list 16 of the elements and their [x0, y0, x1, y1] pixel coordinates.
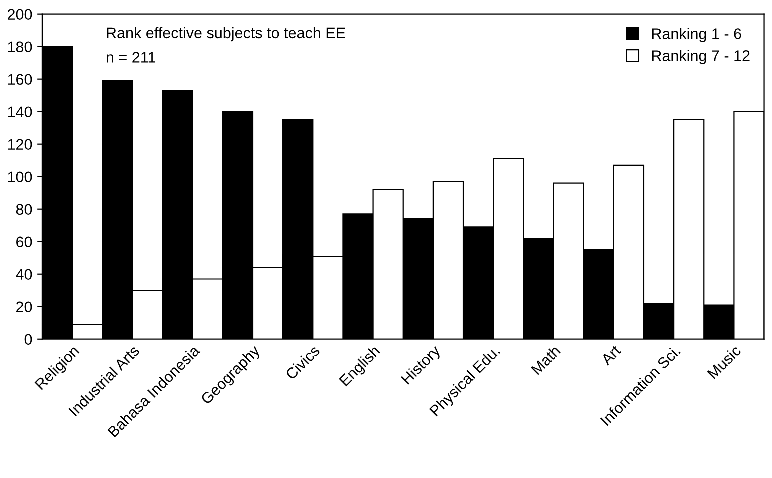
- legend-label: Ranking 7 - 12: [652, 50, 750, 64]
- y-tick-label: 20: [16, 302, 32, 313]
- annotation: Rank effective subjects to teach EE: [107, 27, 346, 42]
- y-tick-label: 200: [8, 9, 32, 20]
- x-tick-label: Art: [600, 344, 622, 366]
- y-tick-label: 180: [8, 42, 32, 53]
- y-tick-label: 160: [8, 74, 32, 86]
- y-tick-label: 80: [16, 204, 32, 216]
- y-tick-label: 40: [16, 269, 32, 280]
- y-tick-label: 100: [8, 172, 32, 183]
- annotation: n = 211: [106, 52, 156, 63]
- y-tick-label: 120: [8, 139, 32, 150]
- y-tick-label: 140: [8, 106, 32, 118]
- legend-label: Ranking 1 - 6: [652, 28, 742, 42]
- y-tick-label: 0: [24, 334, 32, 346]
- y-tick-label: 60: [16, 236, 32, 248]
